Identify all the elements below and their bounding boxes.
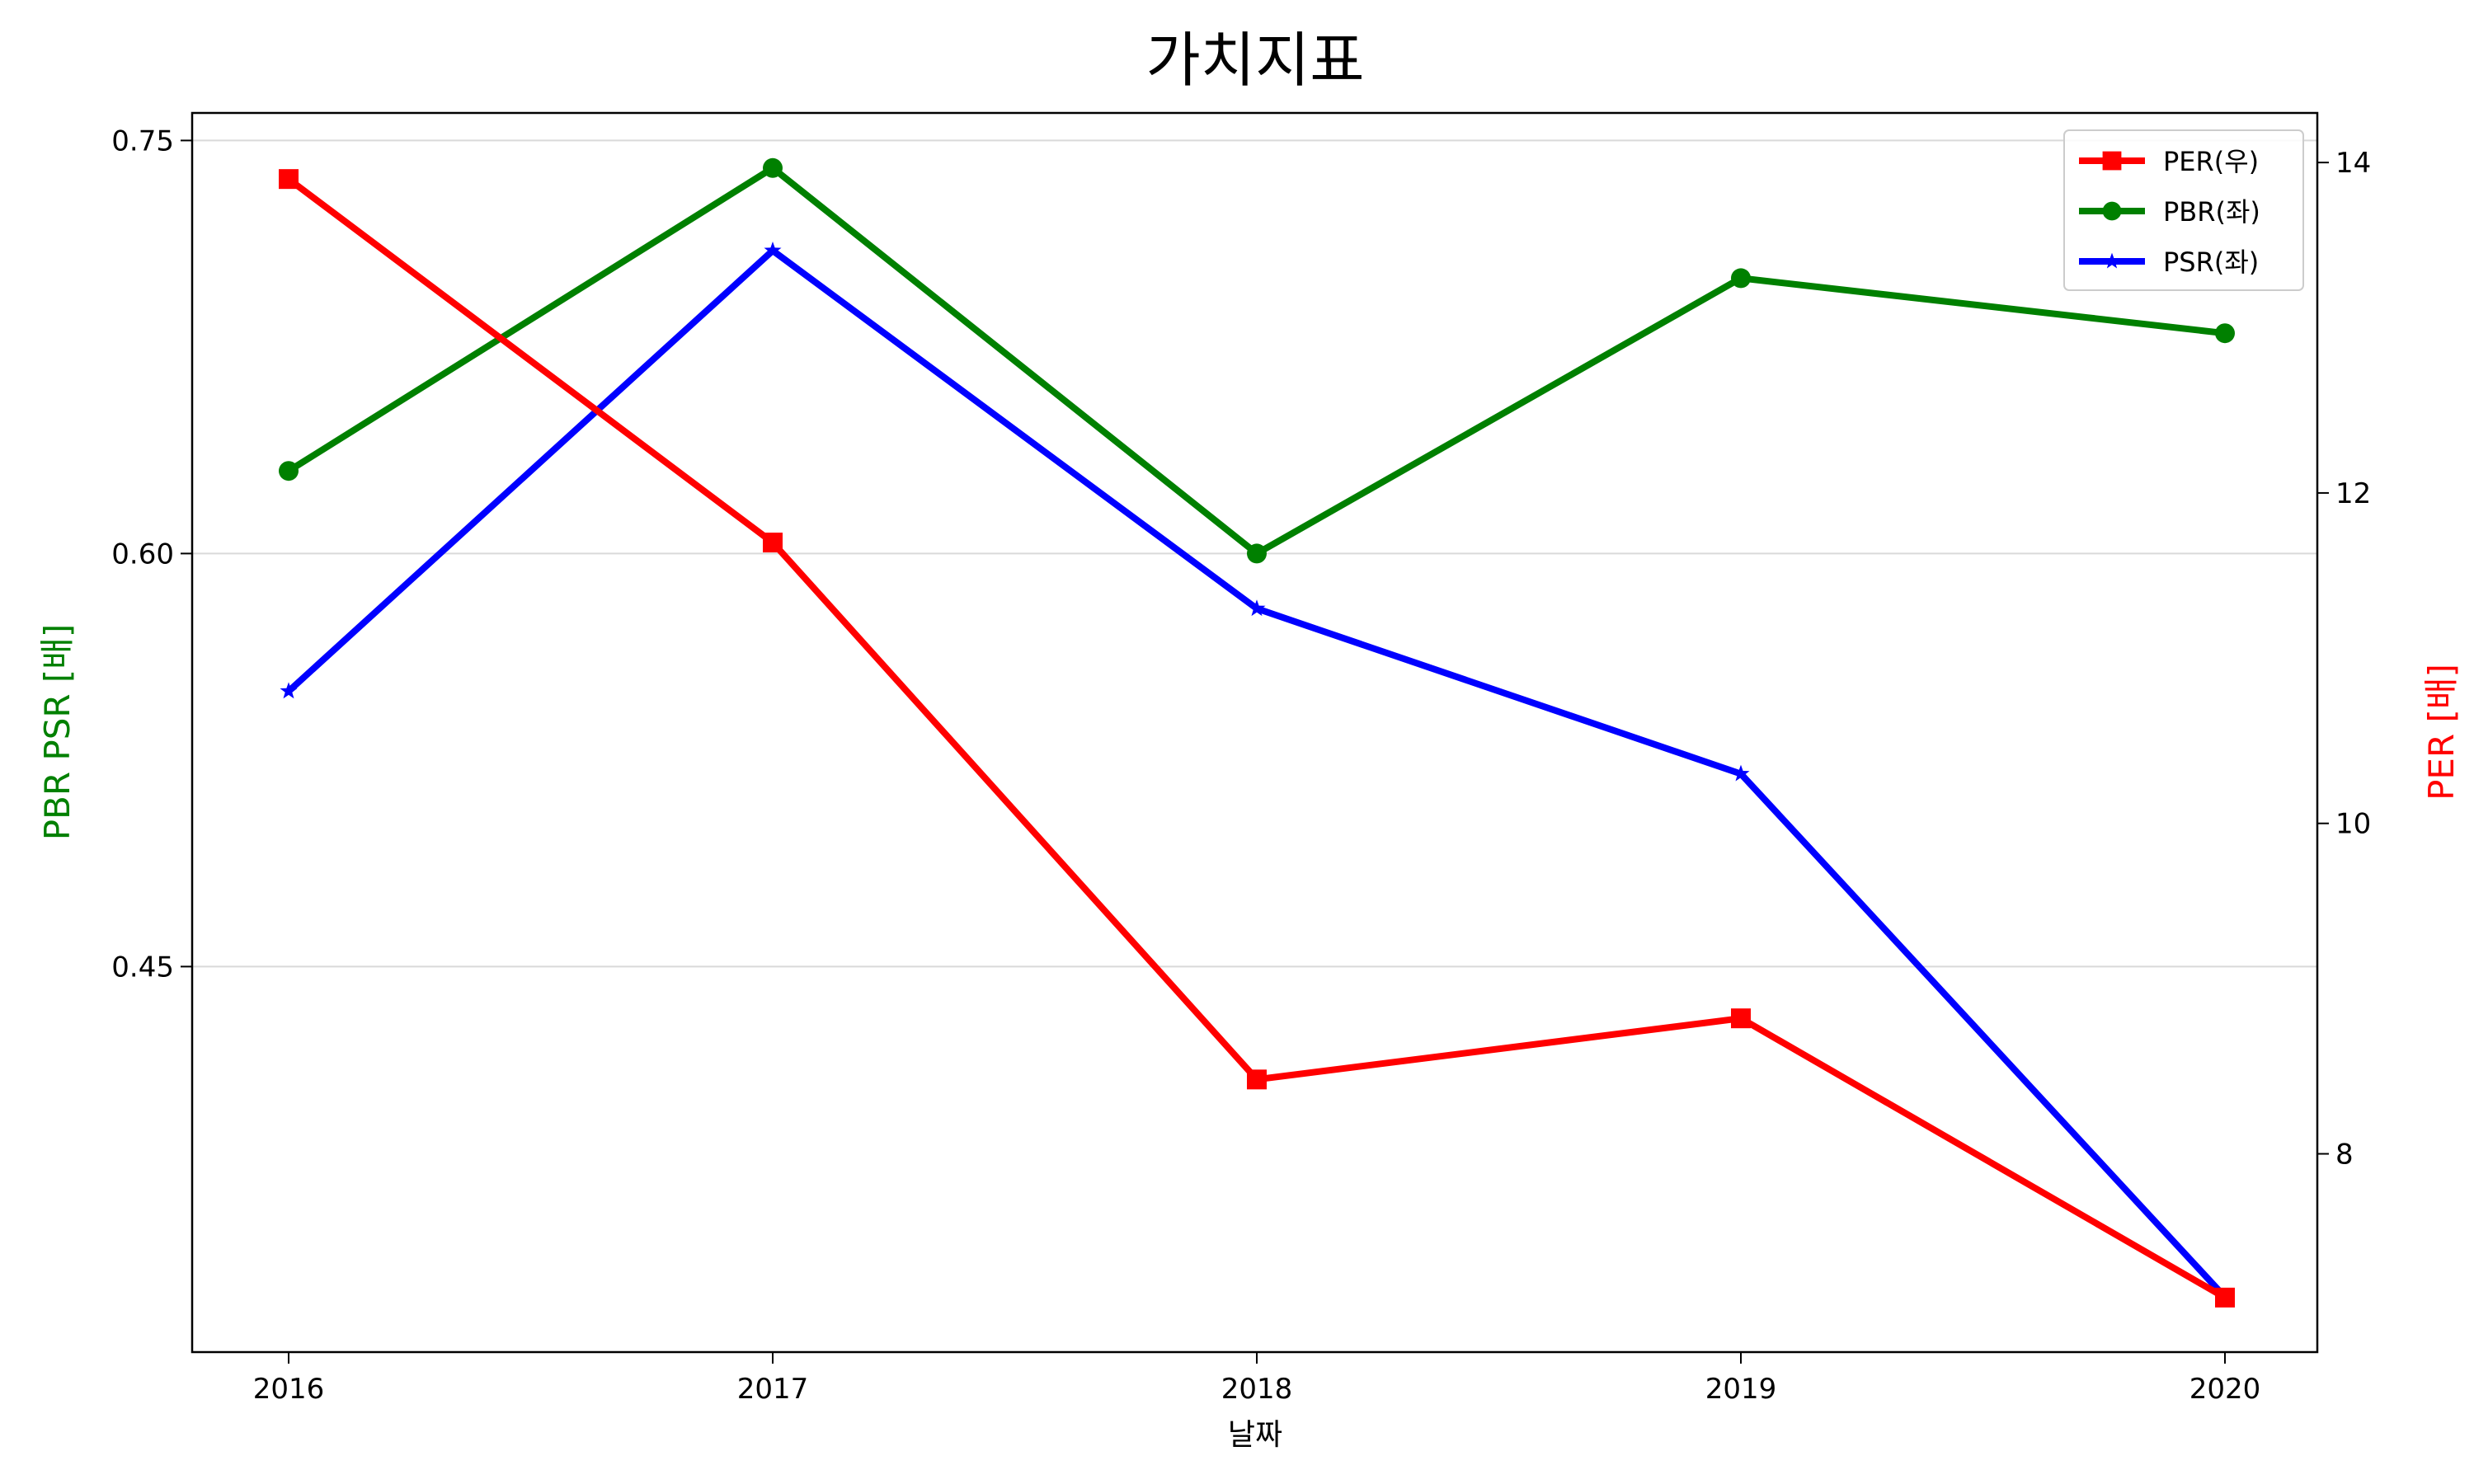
y-right-tick-label: 12 <box>2335 477 2371 510</box>
y-left-tick-label: 0.75 <box>111 124 174 157</box>
y-axis-right-label: PER [배] <box>2421 664 2462 801</box>
legend-box <box>2063 129 2304 291</box>
chart-title: 가치지표 <box>1146 26 1365 95</box>
legend-per-marker <box>2102 151 2122 171</box>
legend-pbr-label: PBR(좌) <box>2163 196 2260 228</box>
legend-pbr-marker <box>2102 201 2122 221</box>
x-tick-label: 2016 <box>253 1373 325 1406</box>
y-left-tick-label: 0.45 <box>111 951 174 984</box>
x-axis-label: 날짜 <box>1228 1418 1282 1452</box>
legend-psr-marker <box>2104 252 2120 269</box>
per-point <box>763 533 783 553</box>
pbr-line <box>286 164 2226 557</box>
per-point <box>1731 1008 1751 1029</box>
x-tick-label: 2017 <box>737 1373 809 1406</box>
pbr-point <box>1247 543 1267 564</box>
y-right-tick-label: 8 <box>2335 1139 2354 1172</box>
y-right-tick-label: 14 <box>2335 147 2371 180</box>
psr-point <box>1732 764 1750 782</box>
psr-point <box>1248 599 1266 617</box>
per-point <box>2215 1287 2235 1308</box>
x-tick-label: 2019 <box>1705 1373 1777 1406</box>
per-point <box>279 169 299 190</box>
per-point <box>1247 1069 1267 1090</box>
y-left-tick-label: 0.60 <box>111 538 174 571</box>
x-tick-label: 2018 <box>1221 1373 1293 1406</box>
psr-point <box>764 242 782 258</box>
axes-layer: 0.45 0.60 0.75 8 10 12 14 2016 2017 2018 2019 2020 <box>111 124 2371 1406</box>
pbr-point <box>1731 268 1751 289</box>
per-line <box>286 176 2227 1301</box>
pbr-point <box>763 157 783 178</box>
legend: PER(우) PBR(좌) PSR(좌) <box>2063 129 2304 291</box>
plot-frame <box>190 111 2319 1354</box>
legend-per-label: PER(우) <box>2163 146 2259 177</box>
psr-point <box>280 682 298 699</box>
y-axis-left-label: PBR PSR [배] <box>37 624 78 841</box>
legend-psr-label: PSR(좌) <box>2163 247 2259 278</box>
y-right-tick-label: 10 <box>2335 808 2371 841</box>
pbr-point <box>279 461 299 481</box>
series-layer <box>279 157 2235 1308</box>
pbr-point <box>2215 323 2235 344</box>
x-tick-label: 2020 <box>2189 1373 2261 1406</box>
psr-line <box>286 247 2227 1299</box>
